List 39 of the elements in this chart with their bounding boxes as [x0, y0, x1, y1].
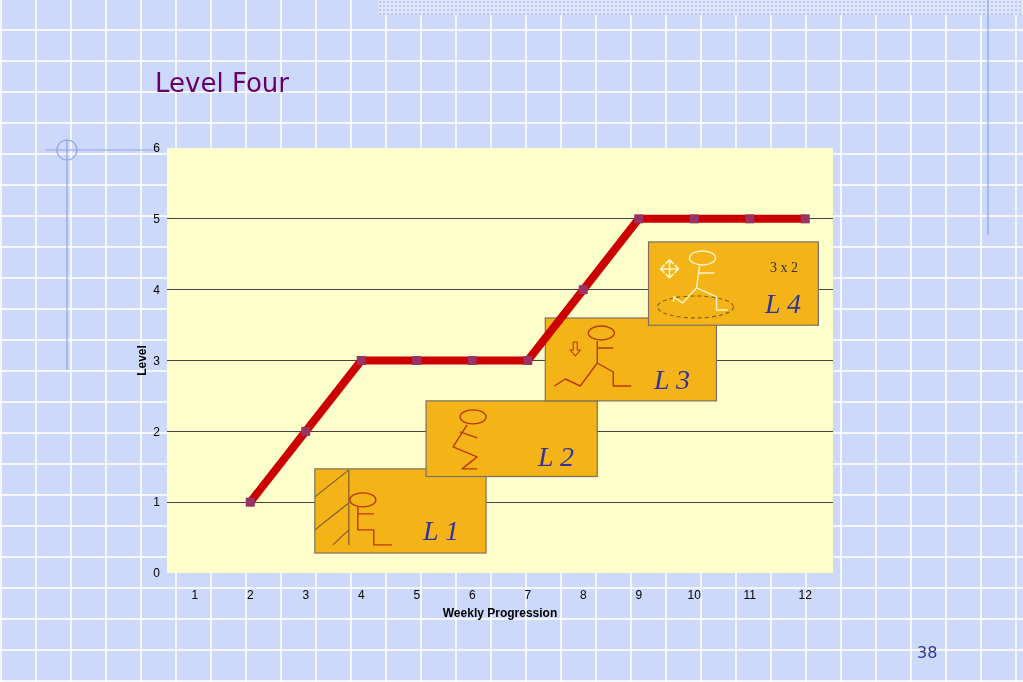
chart-title: Level Four [155, 68, 290, 99]
x-tick-label: 11 [743, 588, 757, 602]
y-tick-label: 2 [153, 424, 161, 439]
y-tick-label: 4 [153, 282, 161, 297]
point [634, 214, 644, 224]
point [689, 214, 699, 224]
x-tick-label: 8 [579, 588, 587, 602]
annotation: 3 x 2 [770, 260, 798, 275]
point [301, 426, 311, 436]
y-tick-label: 5 [153, 212, 161, 227]
y-tick-label: 0 [153, 566, 161, 581]
y-tick-label: 1 [153, 495, 161, 510]
y-tick-label: 6 [153, 141, 161, 156]
y-tick-label: 3 [153, 353, 161, 368]
x-tick-label: 12 [798, 588, 813, 602]
x-tick-label: 7 [524, 588, 532, 602]
point [412, 356, 422, 365]
x-tick-label: 2 [246, 588, 254, 602]
x-tick-label: 10 [687, 588, 702, 602]
x-tick-label: 5 [413, 588, 421, 602]
point [800, 214, 810, 224]
x-tick-label: 6 [468, 588, 476, 602]
annotation: L 2 [537, 441, 575, 472]
x-axis-title: Weekly Progression [442, 605, 558, 620]
text: 38 [917, 643, 938, 662]
y-axis-title: Level [134, 345, 149, 376]
x-tick-label: 1 [191, 588, 199, 602]
annotation: L 4 [764, 288, 802, 319]
annotation: L 1 [422, 515, 460, 546]
point [578, 285, 588, 295]
point [356, 356, 366, 365]
x-tick-label: 4 [357, 588, 365, 602]
point [745, 214, 755, 224]
point [467, 356, 477, 365]
annotation: L 3 [653, 364, 691, 395]
point [245, 497, 255, 507]
x-tick-label: 3 [302, 588, 310, 602]
x-tick-label: 9 [635, 588, 643, 602]
point [523, 356, 533, 365]
